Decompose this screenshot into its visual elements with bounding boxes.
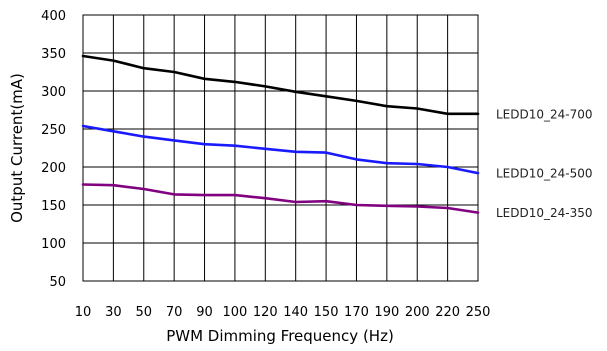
series-label-ledd10-24-700: LEDD10_24-700 [496, 107, 593, 121]
x-tick-label: 220 [435, 305, 460, 320]
x-tick-label: 200 [405, 305, 430, 320]
x-tick-label: 120 [253, 305, 278, 320]
x-tick-label: 90 [196, 305, 213, 320]
y-tick-label: 350 [41, 47, 66, 62]
y-axis-title: Output Current(mA) [8, 73, 26, 223]
x-tick-label: 70 [166, 305, 183, 320]
y-tick-label: 50 [49, 275, 66, 290]
series-label-ledd10-24-500: LEDD10_24-500 [496, 167, 593, 181]
series-line-ledd10-24-700 [81, 54, 480, 116]
y-tick-label: 150 [41, 199, 66, 214]
x-tick-label: 100 [223, 305, 248, 320]
series-lines [81, 54, 480, 214]
grid [83, 15, 478, 281]
x-axis-ticks: 10 30 50 70 90 100 120 140 150 170 190 200 220 250 [75, 305, 491, 320]
x-tick-label: 190 [374, 305, 399, 320]
x-tick-label: 140 [283, 305, 308, 320]
series-label-ledd10-24-350: LEDD10_24-350 [496, 206, 593, 220]
series-line-ledd10-24-500 [81, 124, 480, 175]
y-tick-label: 200 [41, 161, 66, 176]
y-tick-label: 250 [41, 123, 66, 138]
y-axis-ticks: 50 100 150 200 250 300 350 400 [41, 9, 66, 290]
x-tick-label: 10 [75, 305, 92, 320]
x-tick-label: 170 [344, 305, 369, 320]
x-tick-label: 150 [314, 305, 339, 320]
series-line-ledd10-24-350 [81, 183, 480, 214]
x-tick-label: 30 [105, 305, 122, 320]
x-tick-label: 50 [135, 305, 152, 320]
y-tick-label: 400 [41, 9, 66, 24]
x-tick-label: 250 [466, 305, 491, 320]
y-tick-label: 300 [41, 85, 66, 100]
y-tick-label: 100 [41, 237, 66, 252]
series-labels: LEDD10_24-700 LEDD10_24-500 LEDD10_24-350 [496, 107, 593, 220]
x-axis-title: PWM Dimming Frequency (Hz) [166, 327, 394, 345]
plot-area-frame [82, 14, 479, 282]
